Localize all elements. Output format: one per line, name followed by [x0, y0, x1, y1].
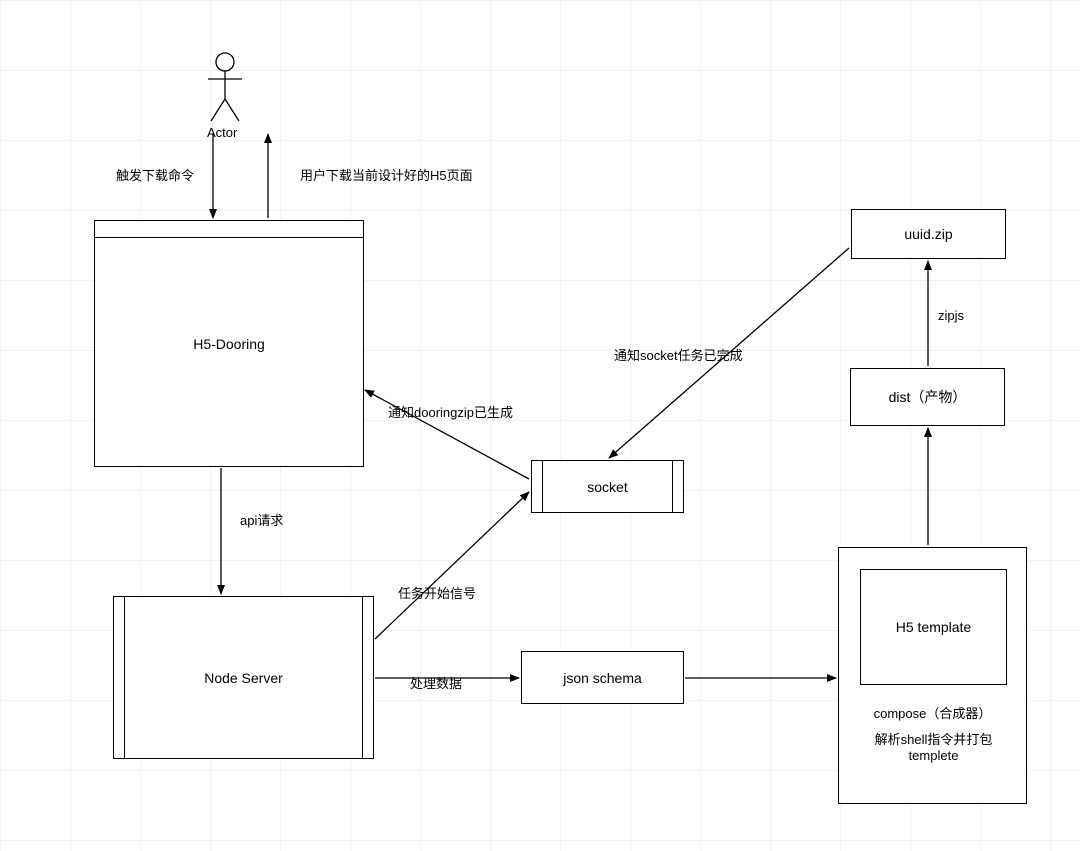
node-socket-label: socket — [587, 479, 627, 495]
node-h5-template: H5 template — [860, 569, 1007, 685]
actor-label: Actor — [207, 125, 237, 140]
edge-label-h5-to-actor: 用户下载当前设计好的H5页面 — [300, 165, 473, 184]
node-socket: socket — [531, 460, 684, 513]
node-h5-template-label: H5 template — [896, 619, 971, 635]
compose-subtitle: 解析shell指令并打包templete — [851, 729, 1016, 763]
edge-node-to-socket — [375, 492, 529, 639]
edge-label-node-to-socket: 任务开始信号 — [398, 583, 476, 602]
node-node-server: Node Server — [113, 596, 374, 759]
node-json-schema-label: json schema — [563, 670, 642, 686]
node-h5-dooring-label: H5-Dooring — [193, 336, 265, 352]
node-uuid-zip: uuid.zip — [851, 209, 1006, 259]
node-json-schema: json schema — [521, 651, 684, 704]
edge-label-h5-to-node: api请求 — [240, 510, 283, 529]
edge-label-uuid-to-socket: 通知socket任务已完成 — [614, 345, 743, 364]
edge-label-node-to-json: 处理数据 — [410, 673, 462, 692]
edge-label-dist-to-uuid: zipjs — [938, 308, 964, 323]
actor-stick-figure — [208, 53, 242, 121]
node-dist: dist（产物） — [850, 368, 1005, 426]
node-dist-label: dist（产物） — [889, 387, 967, 407]
node-node-server-label: Node Server — [204, 670, 283, 686]
edge-label-socket-to-h5: 通知dooringzip已生成 — [388, 402, 513, 421]
edge-label-actor-to-h5: 触发下载命令 — [116, 165, 194, 184]
node-uuid-zip-label: uuid.zip — [904, 226, 952, 242]
node-compose: H5 template compose（合成器） 解析shell指令并打包tem… — [838, 547, 1027, 804]
node-h5-dooring: H5-Dooring — [94, 220, 364, 467]
compose-title: compose（合成器） — [839, 703, 1026, 722]
